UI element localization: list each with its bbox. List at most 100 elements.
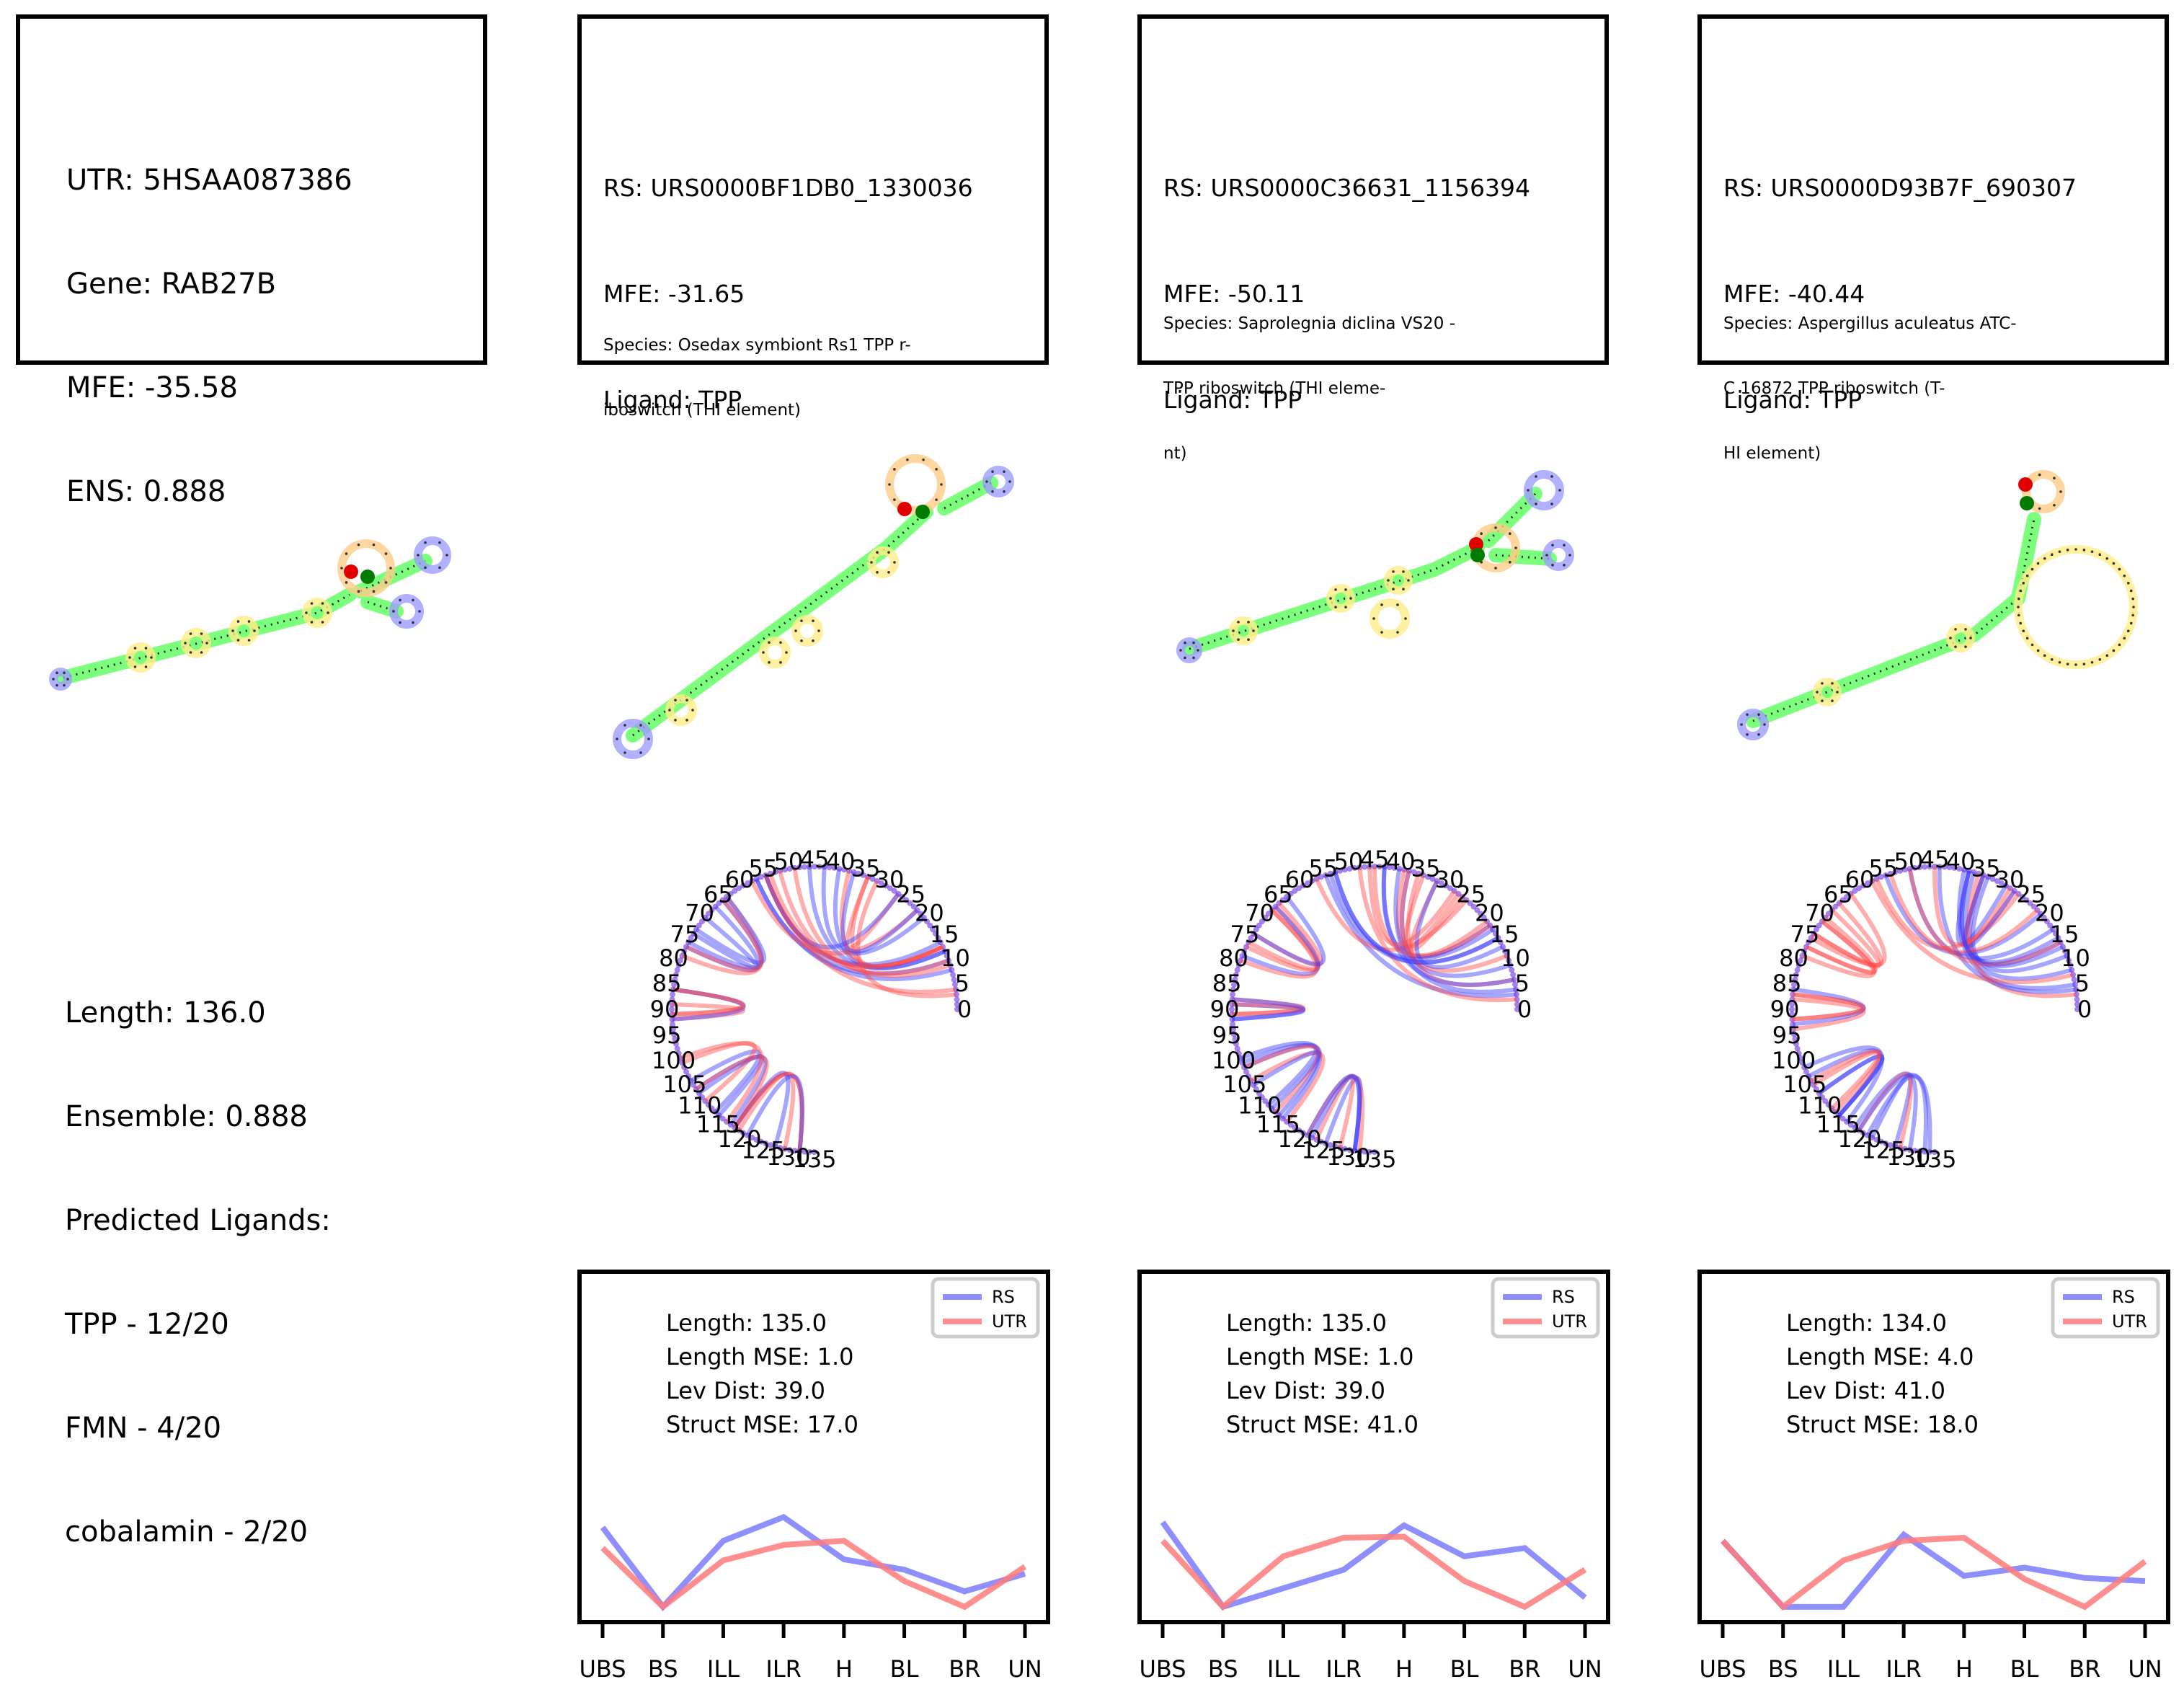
base-pair-arc — [1857, 1072, 1932, 1152]
backbone-dot — [1869, 878, 1876, 885]
base-pair-arc — [681, 895, 764, 975]
base-pair-arc — [1962, 874, 2012, 948]
tick-label: 85 — [1212, 970, 1242, 997]
nucleotide-dot — [1551, 544, 1554, 546]
nucleotide-dot — [1757, 733, 1760, 736]
backbone-dot — [920, 914, 927, 921]
nucleotide-dot — [1392, 588, 1395, 590]
backbone-dot — [669, 1001, 675, 1008]
backbone-dot — [1873, 876, 1880, 882]
end-loop — [414, 536, 451, 574]
rs2-species: Species: Saprolegnia diclina VS20 - TPP … — [1163, 270, 1455, 508]
tick-label: 5 — [955, 970, 969, 997]
backbone-dot — [1265, 911, 1271, 917]
backbone-dot — [763, 1141, 769, 1147]
backbone-dot — [1259, 1094, 1265, 1100]
tick-label: 10 — [941, 944, 970, 972]
series-line-rs — [1160, 1520, 1587, 1611]
multi-loop — [2014, 545, 2138, 669]
utr-info-box: UTR: 5HSAA087386 Gene: RAB27B MFE: -35.5… — [16, 14, 487, 508]
x-tick-label: UBS — [1699, 1655, 1746, 1683]
backbone-dot — [895, 890, 902, 897]
nucleotide-dot — [1821, 699, 1824, 702]
nucleotide-dot — [685, 719, 688, 722]
x-tick-label: BS — [648, 1655, 678, 1683]
backbone-dot — [1357, 1148, 1363, 1154]
backbone-dot — [1490, 926, 1496, 933]
base-pair-arc — [750, 880, 919, 956]
nucleotide-dot — [887, 551, 890, 554]
backbone-dot — [1852, 1125, 1858, 1131]
nucleotide-dot — [817, 629, 820, 632]
backbone-dot — [688, 935, 694, 941]
backbone-dot — [1513, 991, 1519, 998]
nucleotide-dot — [247, 620, 251, 623]
base-pair-arc — [1250, 1050, 1326, 1123]
backbone-dot — [1262, 1098, 1269, 1104]
rs2-ligand: Ligand: TPP — [1163, 386, 1302, 414]
backbone-dot — [2072, 981, 2078, 988]
nucleotide-dot — [2043, 557, 2046, 560]
base-pair-arc — [821, 867, 925, 956]
x-tick-label: BL — [1450, 1655, 1479, 1683]
backbone-dot — [1873, 1136, 1880, 1143]
tick-label: 100 — [1212, 1047, 1256, 1074]
backbone-dot — [851, 869, 857, 875]
backbone-dot — [1351, 864, 1358, 871]
nucleotide-dot — [63, 683, 66, 687]
backbone-dot — [1337, 1145, 1344, 1151]
backbone-dot — [781, 1146, 788, 1152]
x-tick-label: ILR — [765, 1655, 802, 1683]
nucleotide-dot — [935, 498, 938, 501]
base-pair-arc — [1805, 916, 1878, 975]
nucleotide-dot — [768, 661, 771, 664]
nucleotide-dot — [1232, 629, 1235, 632]
rs1-mfe: MFE: -31.65 — [603, 280, 745, 308]
nucleotide-dot — [372, 590, 376, 593]
rs1-species-line: iboswitch (THI element) — [603, 401, 802, 420]
backbone-dot — [1463, 897, 1470, 903]
nucleotide-dot — [616, 738, 618, 740]
base-pair-arc — [1232, 1002, 1305, 1022]
backbone-dot — [1790, 1026, 1796, 1032]
nucleotide-dot — [2022, 581, 2025, 585]
backbone-dot — [865, 874, 871, 880]
nucleotide-dot — [794, 629, 797, 632]
base-pair-arc — [1818, 1054, 1885, 1117]
tick-label: 45 — [1360, 846, 1390, 873]
backbone-dot — [1253, 1086, 1259, 1092]
tick-label: 95 — [1212, 1022, 1242, 1049]
nucleotide-dot — [1508, 560, 1512, 564]
nucleotide-dot — [1380, 631, 1383, 634]
base-pair-arc — [1959, 870, 2059, 965]
rs2-info-text: RS: URS0000C36631_1156394 MFE: -50.11 Li… — [1163, 99, 1530, 488]
backbone-dot — [907, 900, 913, 906]
backbone-dot — [698, 918, 705, 925]
nucleotide-dot — [639, 751, 642, 754]
tick-label: 55 — [1869, 855, 1899, 882]
tick-label: 115 — [696, 1110, 740, 1138]
x-tick-label: UN — [1008, 1655, 1042, 1683]
rs2-secondary-structure — [1176, 470, 1574, 663]
nucleotide-dot — [2131, 614, 2134, 617]
utr-id: UTR: 5HSAA087386 — [66, 164, 352, 197]
backbone-dot — [709, 1105, 715, 1112]
backbone-dot — [1246, 939, 1252, 946]
base-pair-arc — [732, 1071, 804, 1152]
nucleotide-dot — [2132, 606, 2135, 608]
backbone-dot — [914, 907, 920, 913]
base-pair-arc — [1393, 868, 1517, 994]
nucleotide-dot — [2098, 553, 2102, 557]
backbone-dot — [1256, 922, 1262, 929]
backbone-dot — [1243, 1068, 1250, 1075]
backbone-dot — [671, 981, 678, 988]
nucleotide-dot — [184, 642, 187, 645]
base-pair-arc — [1803, 1045, 1885, 1123]
nucleotide-dot — [384, 581, 388, 584]
hairpin-loop — [885, 454, 946, 515]
nucleotide-dot — [2066, 663, 2069, 665]
backbone-dot — [732, 887, 738, 894]
nucleotide-dot — [674, 719, 677, 722]
backbone-dot — [1362, 1148, 1368, 1155]
tick-label: 25 — [2016, 881, 2046, 908]
